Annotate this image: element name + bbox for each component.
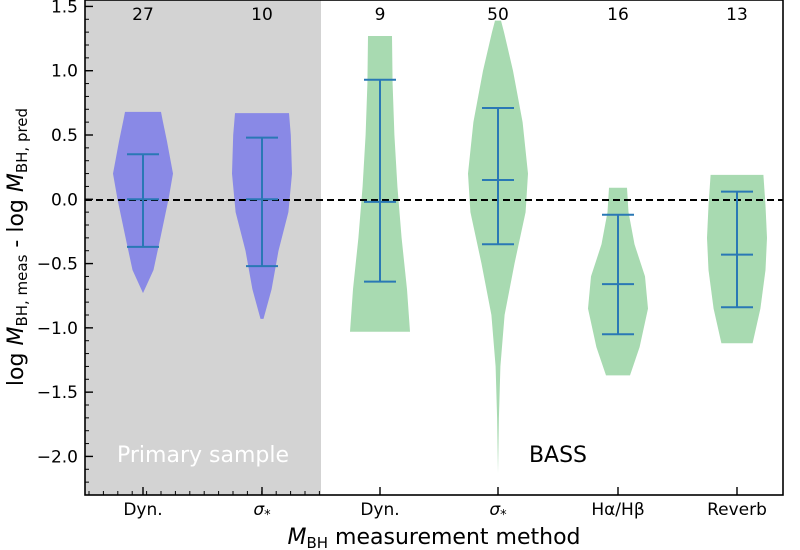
sample-counts: 27 10 9 50 16 13 xyxy=(132,5,748,25)
primary-sample-shade xyxy=(85,0,321,495)
y-axis-title: log MBH, meas - log MBH, pred xyxy=(4,108,31,386)
y-tick-label-1: 1.0 xyxy=(51,62,78,82)
y-tick-label-3: 0.0 xyxy=(51,190,78,210)
primary-sample-label: Primary sample xyxy=(117,443,289,468)
whiskers-layer xyxy=(127,78,753,336)
x-tick-label-0: Dyn. xyxy=(123,500,162,520)
x-tick-label-3: σ* xyxy=(489,500,507,523)
count-label-3: 50 xyxy=(487,5,509,25)
count-label-0: 27 xyxy=(132,5,154,25)
count-label-2: 9 xyxy=(375,5,386,25)
x-axis-ticks: Dyn. σ* Dyn. σ* Hα/Hβ Reverb xyxy=(88,487,767,523)
y-tick-label-5: −1.0 xyxy=(37,319,78,339)
y-tick-label-7: −2.0 xyxy=(37,447,78,467)
y-tick-label-4: −0.5 xyxy=(37,255,78,275)
bass-label: BASS xyxy=(529,443,587,468)
x-tick-label-4: Hα/Hβ xyxy=(591,500,644,520)
violin-3 xyxy=(468,20,528,474)
x-axis-title: MBH measurement method xyxy=(288,525,581,550)
y-tick-label-2: 0.5 xyxy=(51,126,78,146)
x-tick-label-5: Reverb xyxy=(707,500,767,520)
plot-frame xyxy=(84,0,784,496)
count-label-1: 10 xyxy=(251,5,273,25)
y-axis-ticks: 1.5 1.0 0.5 0.0 −0.5 −1.0 −1.5 −2.0 xyxy=(37,0,93,496)
count-label-4: 16 xyxy=(607,5,629,25)
x-tick-label-1: σ* xyxy=(253,500,271,523)
y-tick-label-6: −1.5 xyxy=(37,383,78,403)
count-label-5: 13 xyxy=(726,5,748,25)
y-tick-label-0: 1.5 xyxy=(51,0,78,17)
x-tick-label-2: Dyn. xyxy=(360,500,399,520)
